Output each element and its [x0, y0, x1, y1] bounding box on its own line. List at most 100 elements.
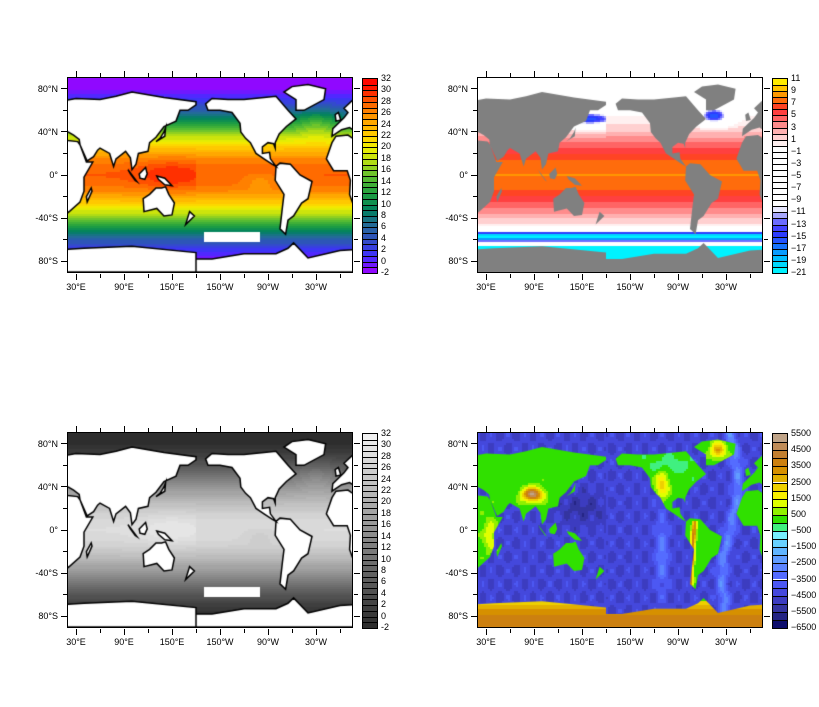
- colorbar-box: [773, 587, 787, 596]
- x-tick-label: 30°E: [66, 637, 86, 647]
- x-axis-tick: [339, 273, 341, 278]
- y-tick-label: 80°N: [37, 83, 58, 94]
- colorbar-label: −13: [791, 218, 807, 229]
- colorbar-label: 6: [381, 576, 387, 587]
- x-axis-tick: [219, 70, 221, 77]
- x-axis-tick: [171, 273, 173, 280]
- colorbar-box: [773, 611, 787, 620]
- x-axis-tick: [725, 425, 727, 432]
- map-plot-area: [66, 76, 353, 273]
- colorbar-box: [363, 496, 377, 503]
- x-axis-tick: [581, 425, 583, 432]
- y-axis-tick: [763, 572, 770, 574]
- colorbar-box: [363, 536, 377, 543]
- colorbar-label: 9: [791, 85, 797, 96]
- colorbar-box: [363, 170, 377, 176]
- y-axis-tick: [470, 443, 477, 445]
- x-axis-tick: [147, 273, 149, 278]
- colorbar-label: −6500: [791, 622, 817, 632]
- colorbar-box: [363, 118, 377, 125]
- colorbar-label: −2500: [791, 557, 817, 568]
- y-tick-label: 0°: [49, 170, 58, 180]
- x-axis-tick: [581, 628, 583, 635]
- colorbar-label: 20: [381, 141, 392, 152]
- x-axis-tick: [749, 273, 751, 278]
- x-axis-tick: [315, 273, 317, 280]
- colorbar-box: [363, 519, 377, 526]
- colorbar-label: 12: [381, 187, 392, 198]
- colorbar-box: [363, 181, 377, 188]
- y-axis-tick: [62, 109, 67, 111]
- colorbar-box: [773, 121, 787, 128]
- y-axis-tick: [763, 196, 768, 198]
- x-tick-label: 150°E: [569, 637, 595, 647]
- colorbar-box: [363, 513, 377, 520]
- colorbar-box: [773, 539, 787, 548]
- y-axis-tick: [60, 174, 67, 176]
- x-axis-tick: [653, 72, 655, 77]
- x-axis-tick: [653, 628, 655, 633]
- y-tick-label: 40°N: [37, 126, 58, 137]
- colorbar-box: [363, 468, 377, 474]
- colorbar-box: [773, 254, 787, 261]
- colorbar-box: [363, 227, 377, 234]
- x-axis-tick: [219, 273, 221, 280]
- x-tick-label: 30°W: [304, 282, 328, 292]
- y-axis-tick: [763, 88, 770, 90]
- colorbar: [362, 433, 378, 629]
- x-axis-tick: [605, 628, 607, 633]
- y-axis-tick: [353, 486, 360, 488]
- y-axis-tick: [472, 152, 477, 154]
- colorbar-box: [363, 158, 377, 165]
- x-axis-tick: [749, 628, 751, 633]
- colorbar-label: 3: [791, 121, 797, 132]
- colorbar-label: −17: [791, 242, 807, 253]
- colorbar-box: [773, 127, 787, 134]
- colorbar-label: 1: [791, 133, 797, 144]
- map-canvas: [477, 432, 762, 627]
- y-axis-tick: [470, 88, 477, 90]
- y-axis-tick: [353, 464, 358, 466]
- colorbar-box: [363, 130, 377, 137]
- colorbar-box: [773, 194, 787, 201]
- x-axis-tick: [533, 70, 535, 77]
- map-canvas: [67, 432, 352, 627]
- colorbar-label: −15: [791, 230, 807, 241]
- colorbar-label: −19: [791, 254, 807, 265]
- colorbar-box: [363, 616, 377, 623]
- y-axis-tick: [763, 260, 770, 262]
- x-axis-tick: [315, 70, 317, 77]
- x-tick-label: 30°E: [476, 637, 496, 647]
- y-axis-tick: [763, 551, 768, 553]
- y-axis-tick: [472, 464, 477, 466]
- y-axis-tick: [60, 217, 67, 219]
- colorbar-box: [363, 153, 377, 159]
- colorbar-label: 2: [381, 244, 387, 255]
- colorbar-box: [773, 514, 787, 523]
- x-axis-tick: [147, 72, 149, 77]
- x-axis-tick: [339, 427, 341, 432]
- colorbar-box: [773, 555, 787, 564]
- x-axis-tick: [99, 628, 101, 633]
- y-tick-label: 0°: [459, 170, 468, 180]
- x-tick-label: 150°W: [616, 637, 644, 647]
- y-tick-label: -40°S: [445, 213, 468, 224]
- colorbar-box: [773, 506, 787, 515]
- colorbar-box: [773, 458, 787, 467]
- x-axis-tick: [629, 628, 631, 635]
- colorbar-label: −5500: [791, 605, 817, 616]
- y-axis-tick: [353, 443, 360, 445]
- colorbar-box: [773, 169, 787, 176]
- colorbar-label: 26: [381, 462, 392, 473]
- y-axis-tick: [472, 239, 477, 241]
- colorbar-box: [773, 200, 787, 207]
- x-axis-tick: [701, 628, 703, 633]
- colorbar-box: [773, 133, 787, 140]
- x-tick-label: 90°W: [666, 282, 690, 292]
- x-axis-tick: [195, 72, 197, 77]
- colorbar-box: [773, 595, 787, 604]
- x-axis-tick: [171, 425, 173, 432]
- colorbar-label: 0: [381, 255, 387, 266]
- colorbar-label: −5: [791, 170, 802, 180]
- x-axis-tick: [243, 72, 245, 77]
